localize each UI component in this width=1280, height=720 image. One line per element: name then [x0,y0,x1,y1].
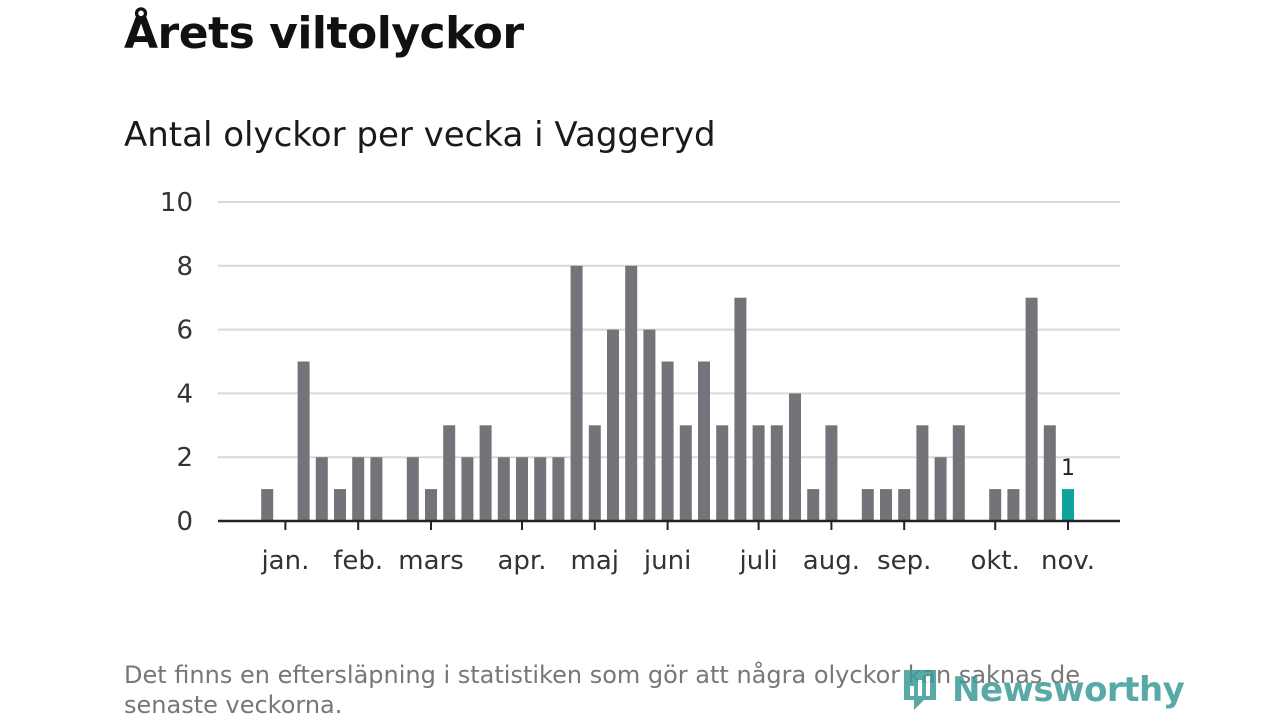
bar-week-29 [752,425,765,521]
bar-week-33 [825,425,838,521]
bar-week-23 [643,329,656,521]
y-tick-label-6: 6 [176,316,193,346]
bar-week-31 [789,393,801,521]
x-tick-label-juni: juni [643,546,691,576]
x-tick-label-sep.: sep. [877,546,931,576]
bar-week-2 [261,489,274,521]
bar-week-17 [534,457,547,521]
bar-week-5 [315,457,328,521]
x-tick-label-apr.: apr. [497,546,546,576]
bar-week-22 [625,265,638,521]
bar-week-19 [570,265,583,521]
x-tick-label-feb.: feb. [333,546,383,576]
x-tick-label-juli: juli [739,546,778,576]
x-tick-label-mars: mars [398,546,464,576]
y-tick-label-0: 0 [176,507,193,537]
x-tick-label-aug.: aug. [803,546,860,576]
bar-week-16 [516,457,528,521]
bar-week-39 [934,457,947,521]
y-tick-label-4: 4 [176,379,193,409]
bar-week-10 [406,457,419,521]
chart-subtitle: Antal olyckor per vecka i Vaggeryd [124,115,716,155]
bar-week-20 [588,425,601,521]
x-tick-label-nov.: nov. [1041,546,1095,576]
chart-title: Årets viltolyckor [124,8,524,59]
newsworthy-logo-icon [904,670,936,710]
bar-week-21 [607,329,619,521]
bar-week-15 [497,457,510,521]
bar-week-12 [443,425,456,521]
bar-week-40 [952,425,965,521]
brand-logo: Newsworthy [900,668,1185,712]
bar-week-6 [334,489,346,521]
bar-week-14 [479,425,492,521]
bar-week-28 [734,297,747,521]
bar-highlight [1062,489,1074,521]
bar-week-45 [1043,425,1056,521]
bar-week-26 [698,361,710,521]
bar-chart: 0 2 4 6 8 10 1 jan. feb. mars apr. maj juni juli aug. s… [160,188,1120,576]
y-tick-label-2: 2 [176,443,193,473]
bar-week-37 [898,489,911,521]
y-tick-label-8: 8 [176,252,193,282]
bar-week-7 [352,457,365,521]
bar-week-38 [916,425,929,521]
brand-name: Newsworthy [952,670,1185,710]
x-tick-label-jan.: jan. [260,546,309,576]
x-tick-label-maj: maj [571,546,619,576]
bar-week-35 [861,489,874,521]
x-tick-label-okt.: okt. [970,546,1019,576]
y-tick-label-10: 10 [160,188,193,218]
bar-week-42 [989,489,1002,521]
bar-week-13 [461,457,474,521]
bar-week-4 [297,361,310,521]
bar-week-11 [425,489,437,521]
bar-week-44 [1025,297,1038,521]
bar-week-8 [370,457,383,521]
data-label-highlight: 1 [1061,456,1075,481]
bar-week-24 [661,361,674,521]
bar-week-32 [807,489,820,521]
bar-week-43 [1007,489,1020,521]
bar-week-36 [880,489,892,521]
bar-week-30 [770,425,783,521]
bar-week-27 [716,425,729,521]
bar-week-25 [679,425,692,521]
bar-week-18 [552,457,565,521]
